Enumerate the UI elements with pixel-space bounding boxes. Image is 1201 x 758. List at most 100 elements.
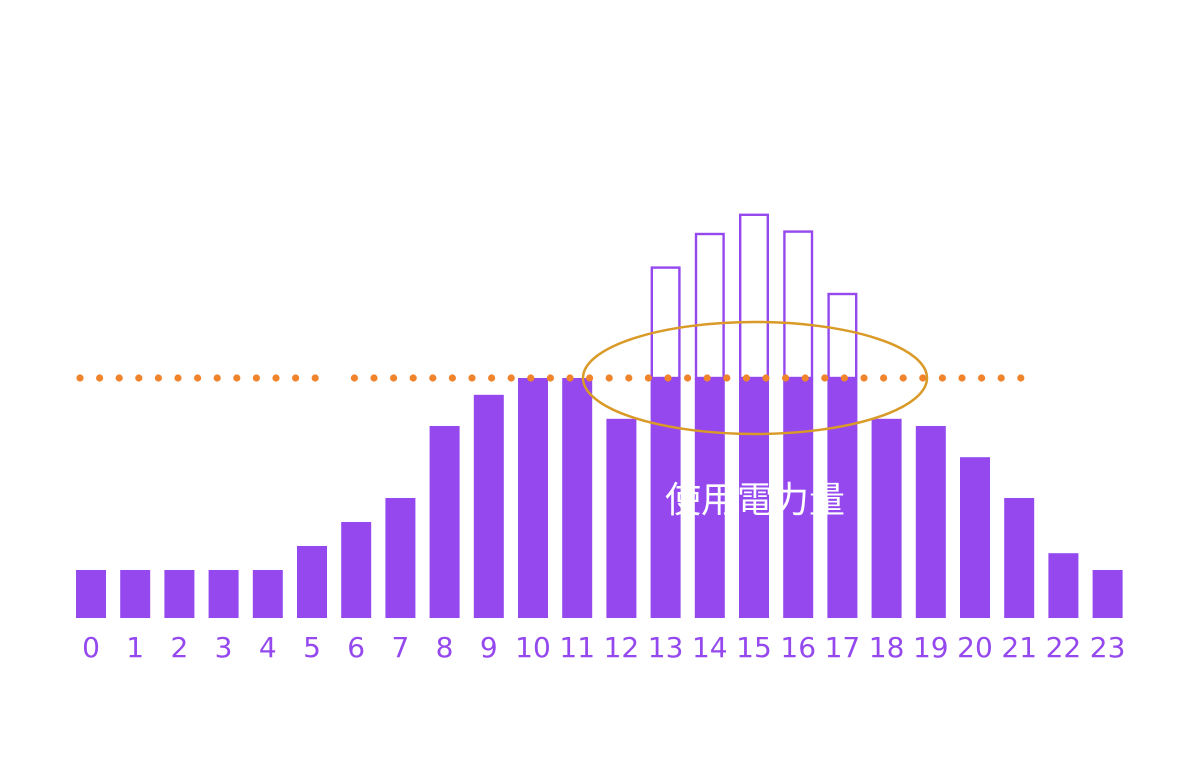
bar-19 [915,426,946,618]
threshold-dot [684,374,692,382]
threshold-dot [605,374,613,382]
bar-23 [1092,570,1123,618]
x-tick-19: 19 [913,631,949,664]
threshold-dot [370,374,378,382]
bar-6 [341,522,372,618]
threshold-dot [978,374,986,382]
threshold-dot [194,374,202,382]
x-tick-8: 8 [436,631,454,664]
threshold-line [76,374,1025,382]
threshold-dot [311,374,319,382]
usage-label: 使用電力量 [665,480,845,521]
threshold-dot [213,374,221,382]
x-tick-21: 21 [1001,631,1037,664]
threshold-dot [938,374,947,382]
bar-17 [827,378,858,618]
threshold-dot [135,374,143,382]
threshold-dot [782,374,790,382]
bar-16 [783,378,814,618]
x-tick-22: 22 [1046,631,1082,664]
threshold-dot [409,374,417,382]
bar-13 [650,378,681,618]
x-tick-23: 23 [1090,631,1126,664]
threshold-dot [899,374,907,382]
excess-bar-14 [694,232,725,380]
threshold-dot [233,374,241,382]
bar-11 [562,378,593,618]
bar-10 [518,378,548,618]
threshold-dot [840,374,849,382]
threshold-dot [742,374,751,382]
threshold-dot [1017,374,1025,382]
threshold-dot [860,374,868,382]
threshold-dot [96,374,104,382]
excess-bar-13 [650,266,681,380]
threshold-dot [429,374,437,382]
x-tick-3: 3 [215,631,233,664]
bar-4 [252,570,283,618]
bar-5 [297,546,327,618]
x-tick-9: 9 [480,631,498,664]
threshold-dot [292,374,300,382]
threshold-dot [644,374,653,382]
x-tick-14: 14 [692,631,728,664]
x-tick-0: 0 [82,631,100,664]
excess-bar-17 [827,292,858,380]
bars-group [76,378,1123,618]
threshold-dot [272,374,280,382]
bar-9 [473,394,504,618]
threshold-dot [880,374,888,382]
threshold-dot [997,374,1005,382]
threshold-dot [174,374,182,382]
threshold-dot [821,374,829,382]
threshold-dot [723,374,731,382]
threshold-dot [488,374,496,382]
bar-15 [739,378,769,618]
threshold-dot [958,374,966,382]
threshold-dot [703,374,711,382]
threshold-dot [390,374,398,382]
bar-22 [1048,553,1079,618]
threshold-dot [625,374,633,382]
bar-1 [120,570,151,618]
peak-highlight-ellipse [581,320,929,436]
excess-bars-group [650,213,858,380]
threshold-dot [76,374,84,382]
bar-18 [871,418,902,618]
bar-12 [606,418,637,618]
bar-0 [76,570,106,618]
threshold-dot [468,374,476,382]
threshold-dot [919,374,927,382]
bar-8 [429,426,460,618]
bar-20 [960,457,990,618]
x-tick-6: 6 [347,631,365,664]
x-tick-12: 12 [604,631,640,664]
threshold-dot [507,374,515,382]
threshold-dot [350,374,358,382]
threshold-dot [448,374,456,382]
threshold-dot [154,374,162,382]
x-tick-2: 2 [170,631,188,664]
threshold-dot [566,374,574,382]
threshold-dot [762,374,770,382]
threshold-dot [586,374,594,382]
bar-3 [208,570,239,618]
x-tick-20: 20 [957,631,993,664]
threshold-dot [115,374,123,382]
x-tick-15: 15 [736,631,772,664]
x-tick-11: 11 [559,631,595,664]
excess-bar-16 [783,230,814,380]
bar-7 [385,498,416,618]
threshold-dot [801,374,809,382]
x-tick-13: 13 [648,631,684,664]
x-tick-4: 4 [259,631,277,664]
x-tick-17: 17 [825,631,861,664]
threshold-dot [527,374,535,382]
x-tick-labels: 0 1 2 3 4 5 6 7 8 9 10 11 12 13 14 15 16 17 18 19 20 21 22 23 [82,631,1125,664]
threshold-dot [664,374,672,382]
threshold-dot [546,374,555,382]
x-tick-5: 5 [303,631,321,664]
bar-14 [694,378,725,618]
bar-2 [164,570,195,618]
